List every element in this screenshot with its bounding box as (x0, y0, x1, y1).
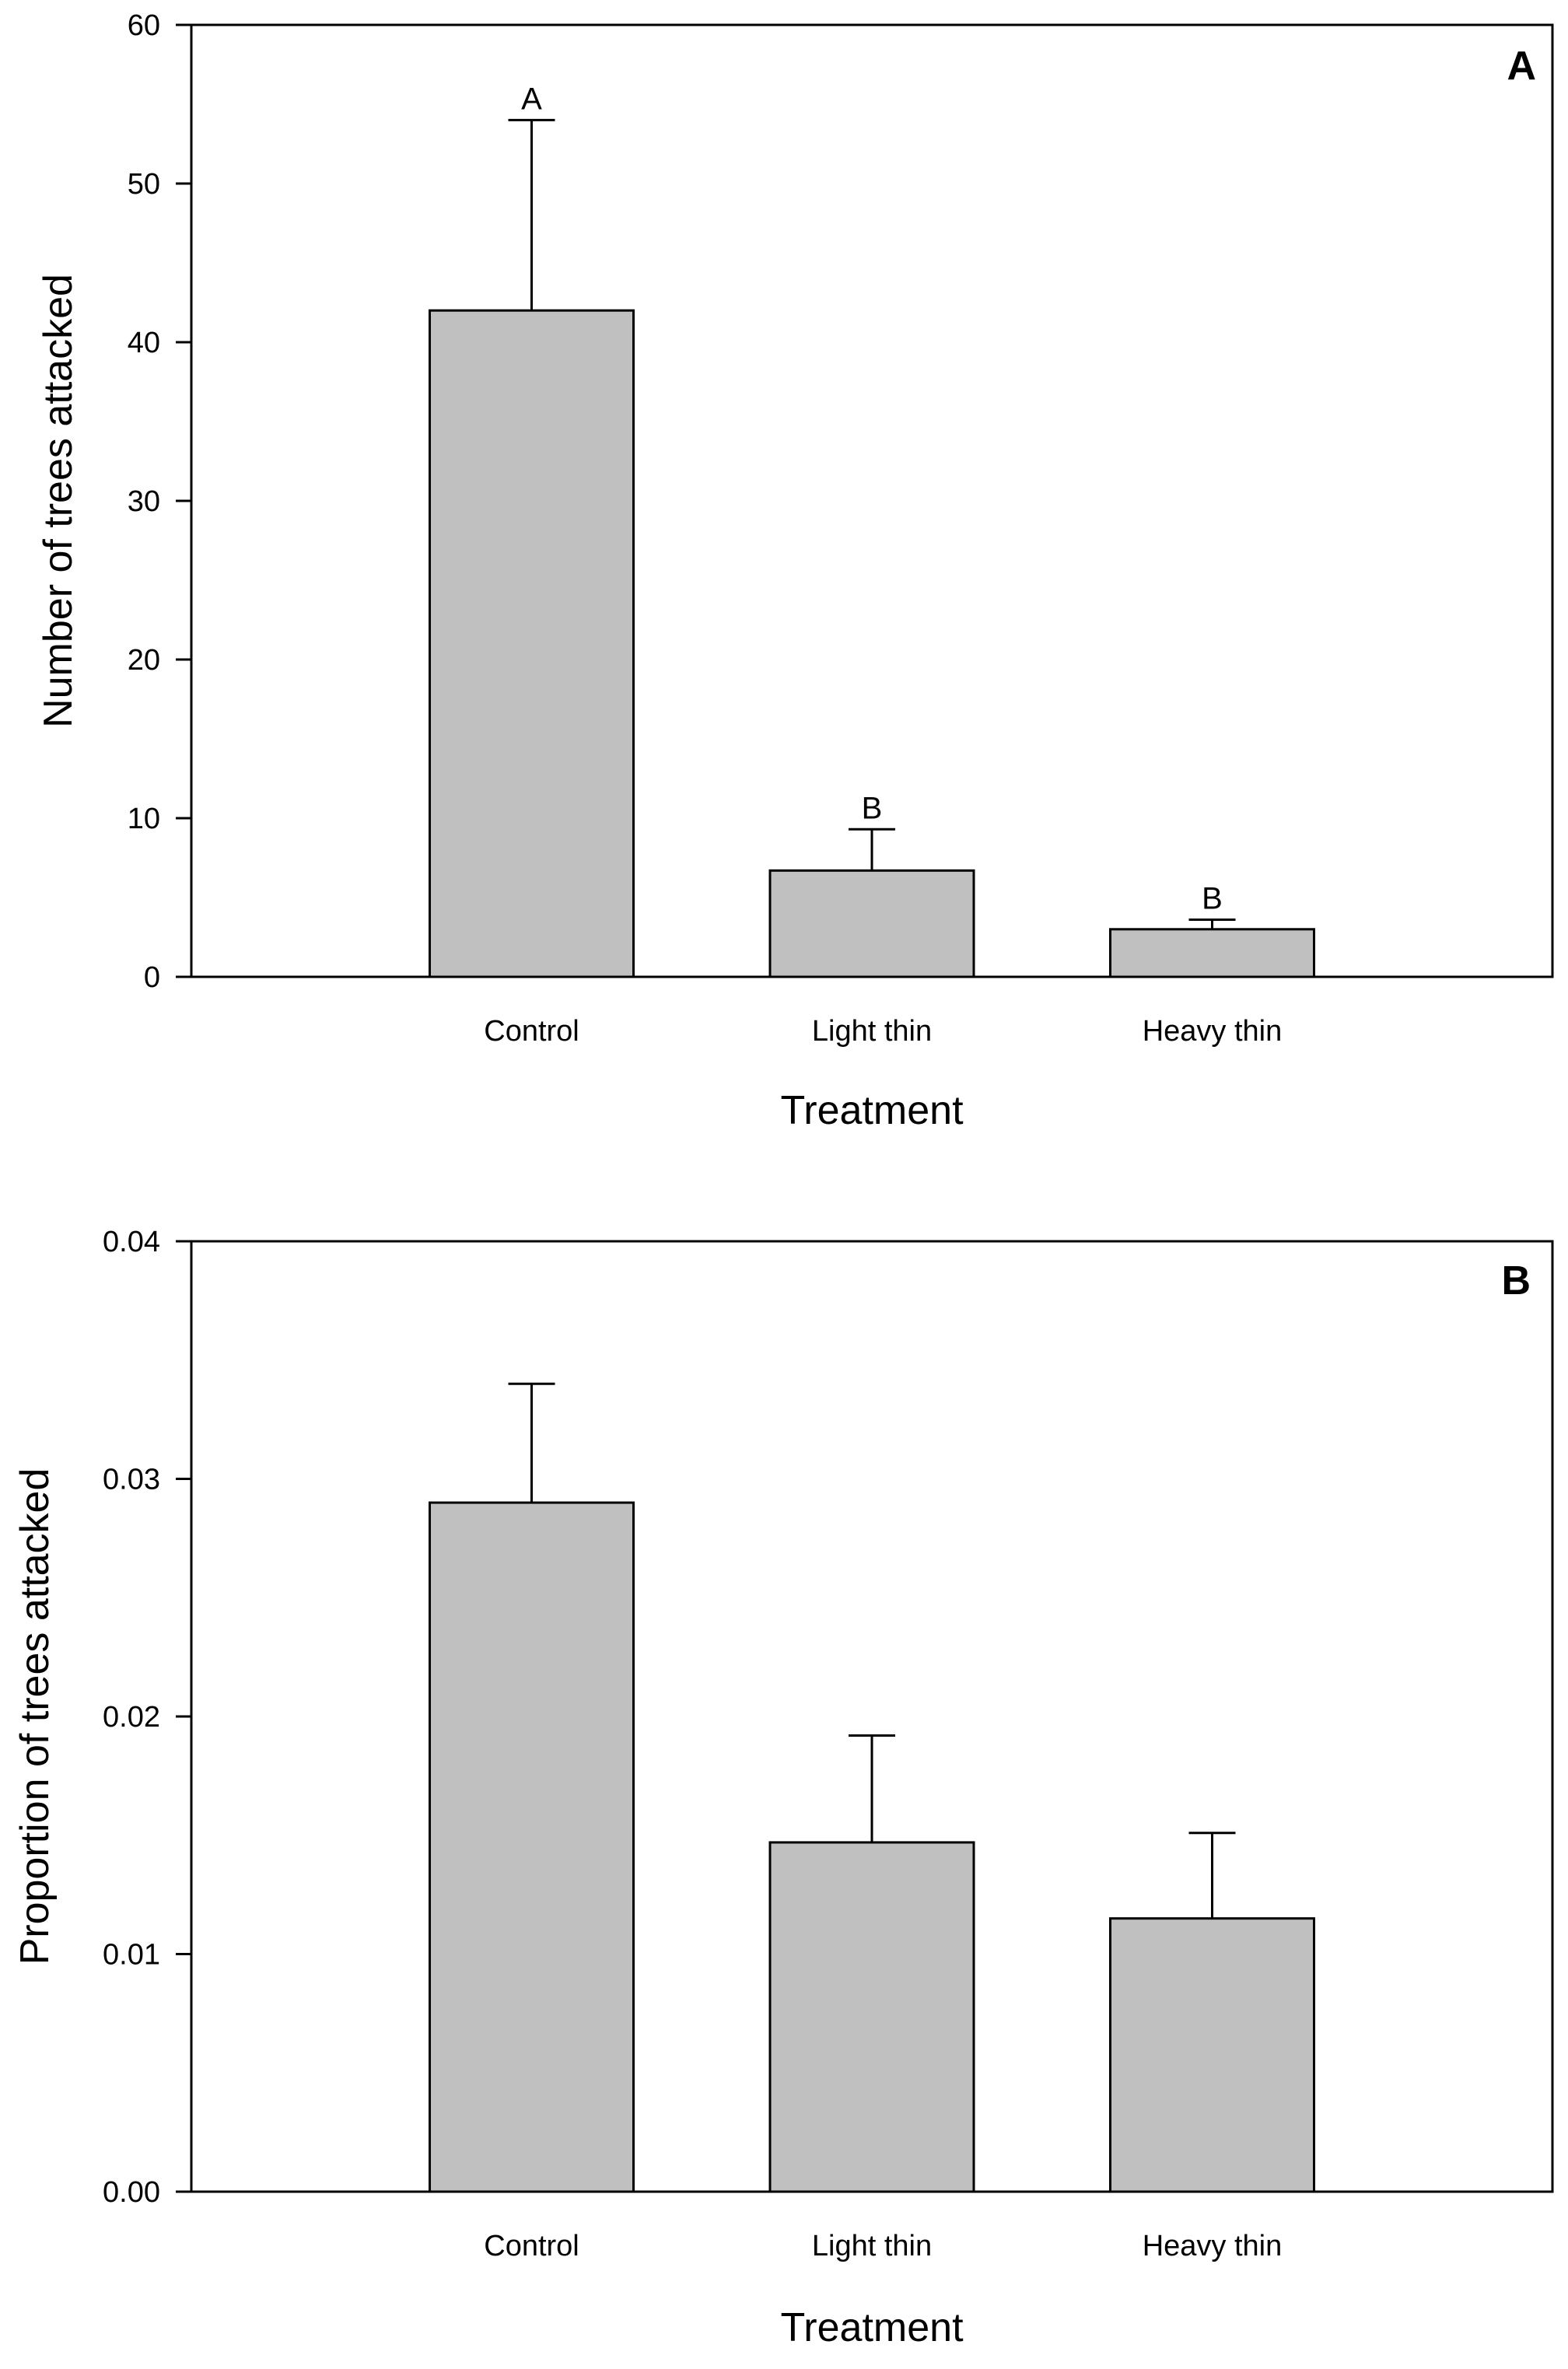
y-tick-label-2: 0.02 (103, 1701, 160, 1734)
bar-heavy-thin (1109, 1917, 1315, 2193)
bar-heavy-thin (1109, 928, 1315, 978)
panel-letter: A (1507, 44, 1536, 89)
y-tick-label-0: 0.00 (103, 2176, 160, 2209)
y-tick-label-6: 60 (128, 9, 160, 42)
y-axis-title: Number of trees attacked (36, 274, 81, 728)
x-tick-label-1: Light thin (812, 1015, 932, 1048)
y-tick-label-3: 0.03 (103, 1464, 160, 1496)
panel-b: 0.00 0.01 0.02 0.03 0.04 Control Light thin Hea… (12, 1226, 1554, 2350)
bar-light-thin (768, 869, 975, 978)
bar-light-thin (768, 1841, 975, 2193)
x-axis-title: Treatment (780, 2305, 964, 2350)
y-tick-label-0: 0 (144, 961, 160, 994)
bar-control (429, 309, 635, 978)
significance-label-0: A (521, 82, 542, 116)
x-axis-title: Treatment (780, 1088, 964, 1133)
significance-label-2: B (1202, 882, 1223, 916)
y-tick-label-4: 0.04 (103, 1226, 160, 1258)
y-tick-label-5: 50 (128, 168, 160, 201)
y-axis-title: Proportion of trees attacked (12, 1468, 58, 1965)
y-tick-label-2: 20 (128, 644, 160, 677)
significance-label-1: B (862, 791, 883, 825)
y-tick-label-4: 40 (128, 327, 160, 359)
x-tick-label-1: Light thin (812, 2230, 932, 2262)
x-tick-label-2: Heavy thin (1143, 1015, 1283, 1048)
panel-a: A B B 0 10 20 30 40 50 60 Control Light thin Heavy t… (36, 9, 1554, 1133)
panel-letter: B (1501, 1258, 1531, 1303)
y-tick-label-1: 0.01 (103, 1939, 160, 1972)
x-tick-label-0: Control (484, 2230, 579, 2262)
x-tick-label-2: Heavy thin (1143, 2230, 1283, 2262)
y-tick-label-3: 30 (128, 485, 160, 518)
x-tick-label-0: Control (484, 1015, 579, 1048)
bar-control (429, 1501, 635, 2193)
y-tick-label-1: 10 (128, 803, 160, 835)
